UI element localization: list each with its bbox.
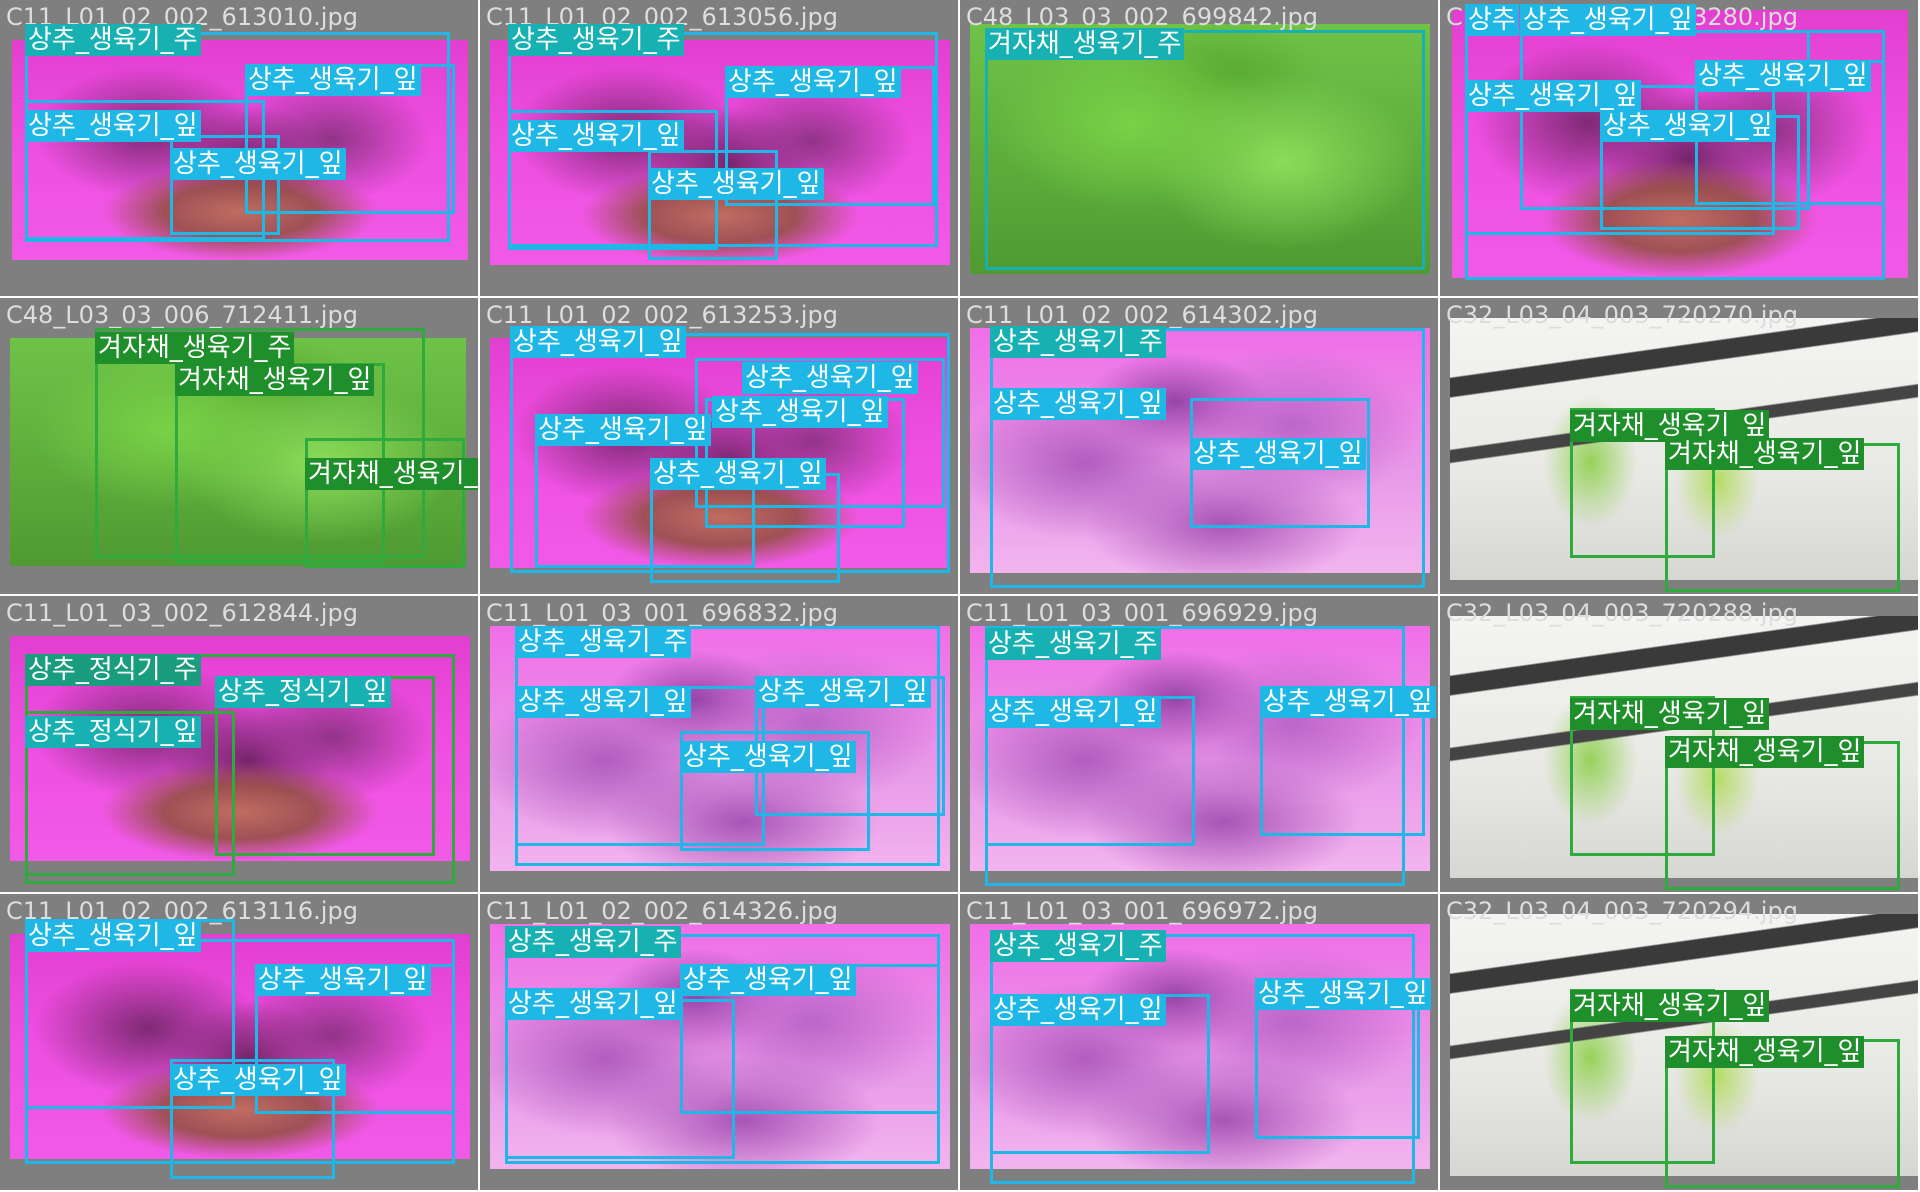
detection-label: 상추_생육기_잎 xyxy=(1520,4,1696,36)
bounding-box xyxy=(990,328,1425,588)
bounding-box xyxy=(648,150,778,260)
detection-label: 상추_정식기_주 xyxy=(25,654,201,686)
bounding-box xyxy=(170,1059,335,1179)
detection-label: 겨자채_생육기_주 xyxy=(985,28,1185,60)
detection-label: 상추_생육기_잎 xyxy=(680,964,856,996)
detection-label: 상추_생육기_잎 xyxy=(680,741,856,773)
image-tile[interactable]: C32_L03_04_003_720270.jpg 겨자채_생육기_잎 겨자채_생육… xyxy=(1440,298,1918,594)
detection-label: 겨자채_생육기_잎 xyxy=(1570,990,1770,1022)
plant-photo xyxy=(970,626,1430,871)
detection-label: 겨자채_생육기_잎 xyxy=(175,364,375,396)
detection-label: 상추_생육기_주 xyxy=(985,628,1161,660)
detection-label: 상추_정식기_잎 xyxy=(25,716,201,748)
bounding-box xyxy=(680,731,870,851)
image-filename: C11_L01_03_001_696929.jpg xyxy=(966,599,1318,627)
bounding-box xyxy=(25,711,235,876)
image-filename: C48_L03_03_006_712411.jpg xyxy=(6,301,358,329)
detection-label: 상추_생육기_잎 xyxy=(25,920,201,952)
detection-label: 상추_생육기_잎 xyxy=(755,676,931,708)
detection-label: 상추_생육기_잎 xyxy=(170,148,346,180)
image-filename: C11_L01_03_001_696972.jpg xyxy=(966,897,1318,925)
detection-label: 상추_생육기_잎 xyxy=(712,396,888,428)
detection-label: 상추_생육기_잎 xyxy=(245,64,421,96)
detection-label: 상추_생육기_잎 xyxy=(1260,686,1436,718)
image-tile[interactable]: C11_L01_02_002_613056.jpg 상추_생육기_주 상추_생육기_… xyxy=(480,0,958,296)
image-tile[interactable]: C32_L03_04_003_720294.jpg 겨자채_생육기_잎 겨자채_생육… xyxy=(1440,894,1918,1190)
image-filename: C48_L03_03_002_699842.jpg xyxy=(966,3,1318,31)
image-filename: C32_L03_04_003_720270.jpg xyxy=(1446,301,1798,329)
detection-label: 상추_생육기_주 xyxy=(25,24,201,56)
image-filename: C11_L01_02_002_614302.jpg xyxy=(966,301,1318,329)
detection-label: 겨자채_생육기_잎 xyxy=(1665,438,1865,470)
detection-label: 겨자채_생육기_주 xyxy=(95,332,295,364)
detection-label: 상추_생육기_잎 xyxy=(650,458,826,490)
detection-label: 상추_생육기_주 xyxy=(990,326,1166,358)
image-filename: C11_L01_03_001_696832.jpg xyxy=(486,599,838,627)
bounding-box xyxy=(95,328,425,558)
bounding-box xyxy=(305,438,465,568)
detection-label: 상추_생육기_잎 xyxy=(255,964,431,996)
bounding-box xyxy=(510,333,950,573)
detection-label: 겨자채_생육기_잎 xyxy=(305,458,478,490)
detection-label: 상추_생육기_잎 xyxy=(25,110,201,142)
bounding-box xyxy=(1570,408,1715,558)
image-filename: C32_L03_04_003_720288.jpg xyxy=(1446,599,1798,627)
detection-label: 상추_생육기_잎 xyxy=(515,686,691,718)
detection-label: 상추 xyxy=(1465,4,1519,36)
detection-label: 상추_생육기_잎 xyxy=(1695,60,1871,92)
image-tile[interactable]: C11_L01_02_002_613010.jpg 상추_생육기_주 상추_생육기_… xyxy=(0,0,478,296)
bounding-box xyxy=(1570,696,1715,856)
bounding-box xyxy=(170,135,280,235)
image-filename: C32_L03_04_003_720294.jpg xyxy=(1446,897,1798,925)
detection-label: 상추_생육기_잎 xyxy=(510,326,686,358)
image-tile[interactable]: C11_L01_02_002_613116.jpg 상추_생육기_잎 상추_생육기_… xyxy=(0,894,478,1190)
image-tile[interactable]: C11_L01_02_002_613280.jpg상추상추_생육기_잎상추_생육… xyxy=(1440,0,1918,296)
detection-label: 겨자채_생육기_잎 xyxy=(1665,1036,1865,1068)
detection-label: 겨자채_생육기_잎 xyxy=(1665,736,1865,768)
detection-label: 겨자채_생육기_잎 xyxy=(1570,410,1770,442)
detection-label: 상추_생육기_잎 xyxy=(170,1064,346,1096)
detection-label: 상추_생육기_잎 xyxy=(985,696,1161,728)
image-filename: C11_L01_02_002_613253.jpg xyxy=(486,301,838,329)
detection-label: 상추_생육기_잎 xyxy=(505,988,681,1020)
detection-label: 상추_생육기_잎 xyxy=(648,168,824,200)
detection-label: 상추_생육기_주 xyxy=(508,24,684,56)
image-tile[interactable]: C48_L03_03_002_699842.jpg 겨자채_생육기_주 xyxy=(960,0,1438,296)
detection-label: 상추_생육기_주 xyxy=(505,926,681,958)
detection-label: 상추_생육기_잎 xyxy=(1255,978,1431,1010)
detection-label: 상추_생육기_주 xyxy=(990,930,1166,962)
bounding-box xyxy=(985,30,1425,270)
detection-label: 상추_생육기_잎 xyxy=(990,388,1166,420)
bounding-box xyxy=(1255,989,1420,1139)
detection-label: 상추_생육기_잎 xyxy=(1600,110,1776,142)
detection-label: 겨자채_생육기_잎 xyxy=(1570,698,1770,730)
image-tile[interactable]: C11_L01_02_002_613253.jpg 상추_생육기_잎 상추_생육기_… xyxy=(480,298,958,594)
detection-label: 상추_생육기_잎 xyxy=(535,414,711,446)
image-tile[interactable]: C32_L03_04_003_720288.jpg 겨자채_생육기_잎 겨자채_생육… xyxy=(1440,596,1918,892)
detection-label: 상추_생육기_잎 xyxy=(742,362,918,394)
detection-label: 상추_생육기_잎 xyxy=(1465,80,1641,112)
detection-label: 상추_생육기_잎 xyxy=(725,66,901,98)
image-filename: C11_L01_03_002_612844.jpg xyxy=(6,599,358,627)
detection-label: 상추_생육기_주 xyxy=(515,626,691,658)
image-filename: C11_L01_02_002_614326.jpg xyxy=(486,897,838,925)
detection-label: 상추_생육기_잎 xyxy=(1190,438,1366,470)
image-tile[interactable]: C48_L03_03_006_712411.jpg 겨자채_생육기_주 겨자채_생육… xyxy=(0,298,478,594)
detection-label: 상추_생육기_잎 xyxy=(508,120,684,152)
detection-label: 상추_정식기_잎 xyxy=(215,676,391,708)
detection-label: 상추_생육기_잎 xyxy=(990,994,1166,1026)
bounding-box xyxy=(505,999,735,1159)
plant-photo xyxy=(970,924,1430,1169)
plant-photo xyxy=(970,24,1430,274)
